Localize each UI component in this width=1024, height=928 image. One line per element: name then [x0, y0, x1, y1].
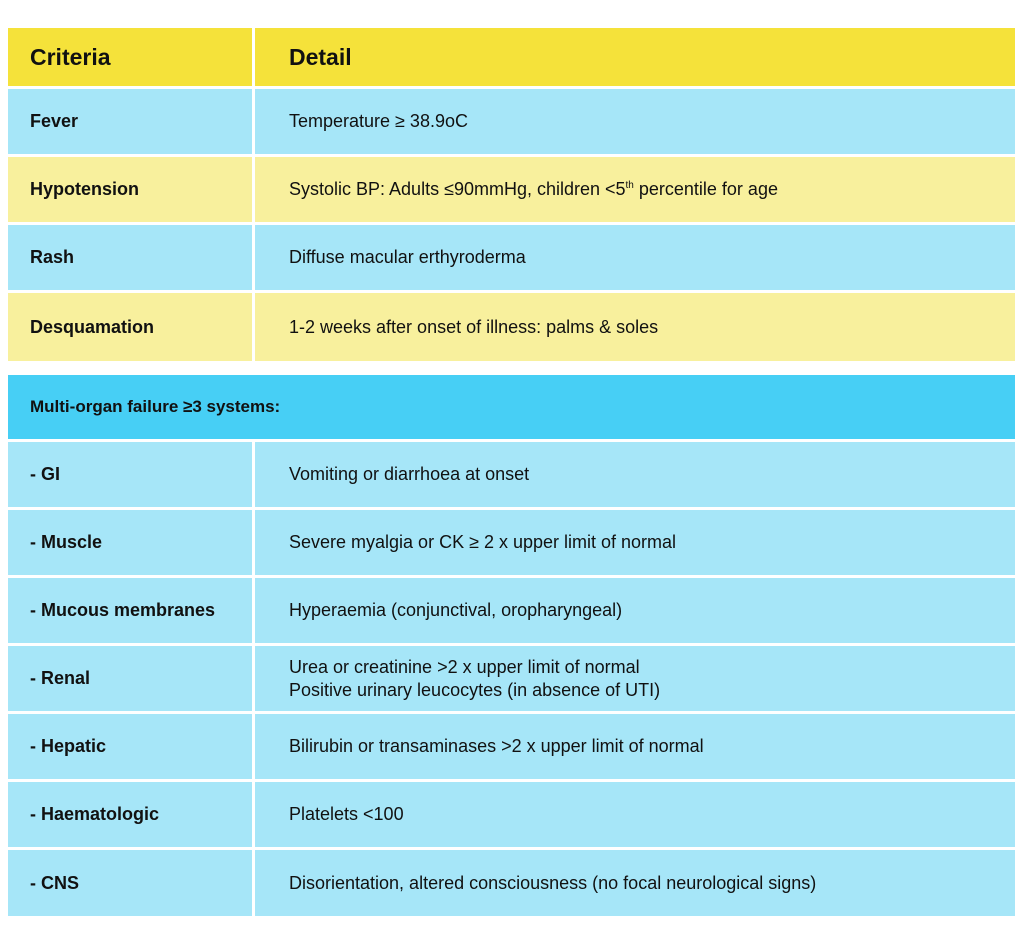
criteria-detail: Systolic BP: Adults ≤90mmHg, children <5… — [255, 157, 1015, 222]
table-header: Criteria Detail — [8, 28, 1015, 89]
detail-line: Urea or creatinine >2 x upper limit of n… — [289, 656, 640, 677]
organ-detail: Severe myalgia or CK ≥ 2 x upper limit o… — [289, 532, 677, 552]
organ-detail: Hyperaemia (conjunctival, oropharyngeal) — [289, 600, 623, 620]
table-row: - GI Vomiting or diarrhoea at onset — [8, 442, 1015, 510]
criteria-column-header: Criteria — [8, 28, 255, 86]
criteria-detail: 1-2 weeks after onset of illness: palms … — [289, 316, 659, 337]
section-title: Multi-organ failure ≥3 systems: — [8, 375, 1015, 442]
detail-line: Positive urinary leucocytes (in absence … — [289, 679, 661, 700]
criteria-detail: Temperature ≥ 38.9oC — [289, 111, 468, 131]
table-row: Hypotension Systolic BP: Adults ≤90mmHg,… — [8, 157, 1015, 225]
organ-detail: Bilirubin or transaminases >2 x upper li… — [289, 736, 704, 756]
organ-label: - Mucous membranes — [8, 578, 255, 643]
organ-label: - GI — [8, 442, 255, 507]
criteria-label: Desquamation — [8, 293, 255, 361]
organ-label: - Haematologic — [8, 782, 255, 847]
organ-detail: Disorientation, altered consciousness (n… — [289, 872, 817, 893]
criteria-label: Fever — [8, 89, 255, 154]
table-row: - Haematologic Platelets <100 — [8, 782, 1015, 850]
organ-label: - Muscle — [8, 510, 255, 575]
table-row: - Muscle Severe myalgia or CK ≥ 2 x uppe… — [8, 510, 1015, 578]
detail-text: percentile for age — [633, 179, 778, 199]
organ-detail: Vomiting or diarrhoea at onset — [289, 464, 530, 484]
organ-detail: Urea or creatinine >2 x upper limit of n… — [255, 646, 1015, 711]
table-row: - CNS Disorientation, altered consciousn… — [8, 850, 1015, 916]
table-row: - Mucous membranes Hyperaemia (conjuncti… — [8, 578, 1015, 646]
table-row: - Hepatic Bilirubin or transaminases >2 … — [8, 714, 1015, 782]
criteria-label: Hypotension — [8, 157, 255, 222]
organ-label: - Renal — [8, 646, 255, 711]
organ-failure-table: Multi-organ failure ≥3 systems: - GI Vom… — [8, 375, 1015, 916]
criteria-label: Rash — [8, 225, 255, 290]
organ-label: - Hepatic — [8, 714, 255, 779]
detail-text: Systolic BP: Adults ≤90mmHg, children <5 — [289, 179, 626, 199]
criteria-table: Criteria Detail Fever Temperature ≥ 38.9… — [8, 28, 1015, 361]
table-row: Fever Temperature ≥ 38.9oC — [8, 89, 1015, 157]
table-row: Rash Diffuse macular erthyroderma — [8, 225, 1015, 293]
organ-label: - CNS — [8, 850, 255, 916]
criteria-detail: Diffuse macular erthyroderma — [289, 247, 526, 267]
table-row: Desquamation 1-2 weeks after onset of il… — [8, 293, 1015, 361]
detail-column-header: Detail — [289, 43, 352, 70]
detail-superscript: th — [625, 180, 634, 191]
organ-detail: Platelets <100 — [289, 804, 404, 824]
table-row: - Renal Urea or creatinine >2 x upper li… — [8, 646, 1015, 714]
